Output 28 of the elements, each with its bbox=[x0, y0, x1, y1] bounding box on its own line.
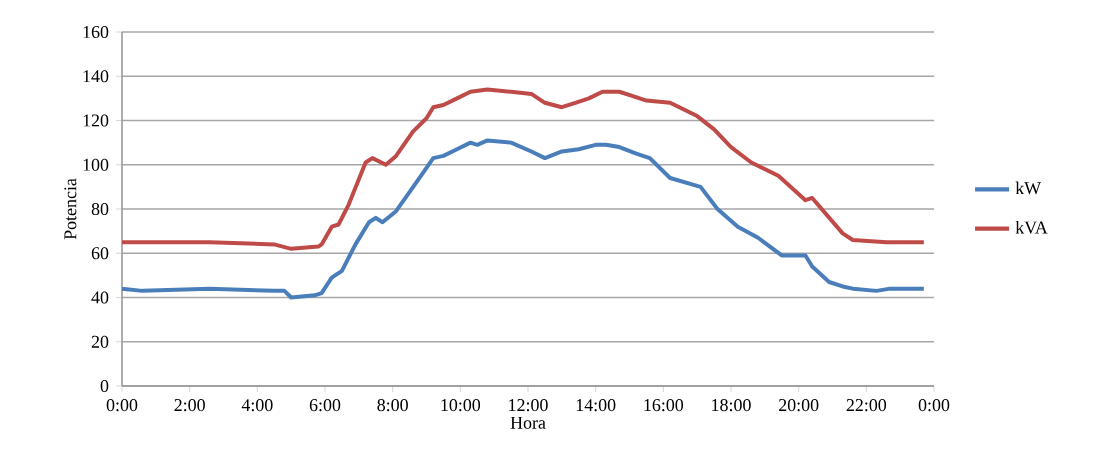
x-tick-label: 22:00 bbox=[846, 399, 887, 412]
y-tick-label: 120 bbox=[83, 114, 109, 127]
line-series bbox=[120, 87, 926, 251]
y-tick-label: 0 bbox=[100, 379, 109, 393]
y-axis-title: Potencia bbox=[64, 178, 77, 240]
y-tick-label: 100 bbox=[83, 158, 109, 171]
y-tick-label: 20 bbox=[91, 335, 109, 348]
x-tick-label: 0:00 bbox=[918, 399, 950, 412]
x-tick-label: 10:00 bbox=[441, 399, 481, 412]
x-tick-label: 16:00 bbox=[644, 399, 684, 412]
x-axis-title: Hora bbox=[510, 416, 546, 429]
x-tick-label: 2:00 bbox=[174, 399, 205, 412]
y-tick-label: 60 bbox=[91, 247, 109, 260]
y-tick-label: 80 bbox=[91, 202, 109, 216]
x-tick-label: 18:00 bbox=[712, 399, 751, 412]
line-series bbox=[120, 138, 926, 300]
x-tick-label: 12:00 bbox=[509, 399, 548, 412]
x-tick-label: 0:00 bbox=[106, 399, 138, 412]
x-tick-label: 8:00 bbox=[377, 399, 408, 412]
y-tick-label: 160 bbox=[83, 25, 109, 39]
y-tick-label: 40 bbox=[91, 291, 109, 304]
y-tick-label: 140 bbox=[83, 70, 109, 83]
legend-label: kW bbox=[1015, 181, 1042, 195]
x-tick-label: 6:00 bbox=[309, 399, 341, 412]
x-tick-label: 14:00 bbox=[576, 399, 616, 412]
x-tick-label: 20:00 bbox=[779, 399, 819, 412]
x-tick-label: 4:00 bbox=[241, 399, 273, 412]
legend-label: kVA bbox=[1015, 220, 1048, 234]
